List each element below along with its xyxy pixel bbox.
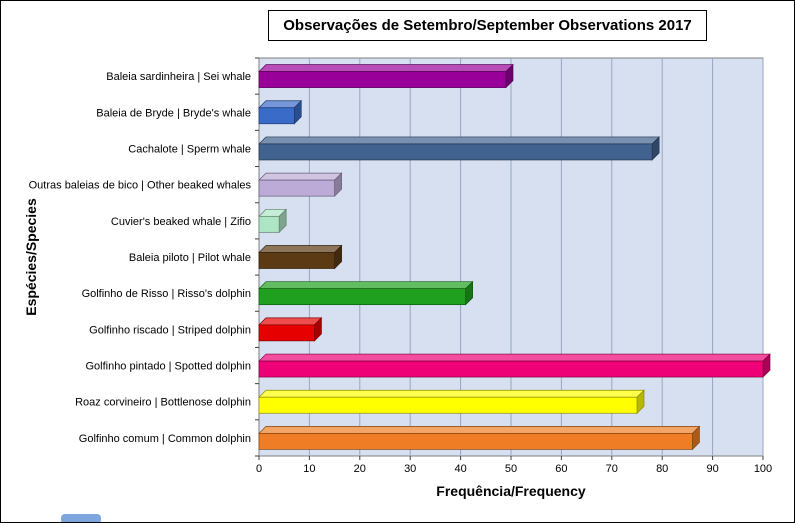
bar-top-face [258,353,771,362]
bar-top-face [258,245,343,253]
category-label: Baleia piloto | Pilot whale [129,252,251,264]
bar-top-face [258,317,323,326]
x-tick-label: 30 [404,463,416,475]
x-tick-label: 100 [754,463,772,475]
bar-top-face [258,136,660,145]
bar-top-face [258,172,343,181]
bar [258,71,507,88]
x-tick-label: 50 [505,463,517,475]
bar [258,215,280,233]
chart-title: Observações de Setembro/September Observ… [268,10,707,41]
bar [258,143,653,161]
bar [258,179,335,197]
bar [258,107,295,125]
bar-top-face [258,281,474,290]
category-label: Cachalote | Sperm whale [128,143,251,155]
x-tick-label: 70 [606,463,618,475]
x-tick-label: 40 [454,463,466,475]
bar [258,396,638,414]
x-tick-label: 90 [706,463,718,475]
x-axis-title: Frequência/Frequency [436,483,586,499]
bottom-left-artifact [61,514,101,522]
category-label: Baleia de Bryde | Bryde's whale [96,107,251,119]
category-label: Golfinho de Risso | Risso's dolphin [82,288,251,300]
bar [258,324,315,342]
x-tick-label: 80 [656,463,668,475]
bar [258,288,466,306]
x-tick-label: 60 [555,463,567,475]
category-label: Golfinho riscado | Striped dolphin [89,324,251,336]
x-tick-label: 0 [256,463,262,475]
x-tick-label: 10 [303,463,315,475]
bar [258,252,335,269]
category-label: Cuvier's beaked whale | Zifio [111,216,251,228]
category-label: Baleia sardinheira | Sei whale [106,71,251,83]
bar-top-face [258,389,645,398]
bar-top-face [258,64,514,72]
bar-top-face [258,426,701,434]
category-label: Golfinho pintado | Spotted dolphin [85,361,251,373]
x-tick-label: 20 [354,463,366,475]
bar [258,433,693,450]
category-label: Outras baleias de bico | Other beaked wh… [29,180,252,192]
category-label: Roaz corvineiro | Bottlenose dolphin [75,397,251,409]
category-label: Golfinho comum | Common dolphin [79,433,251,445]
bar [258,360,764,378]
chart-title-area: Observações de Setembro/September Observ… [196,10,779,41]
